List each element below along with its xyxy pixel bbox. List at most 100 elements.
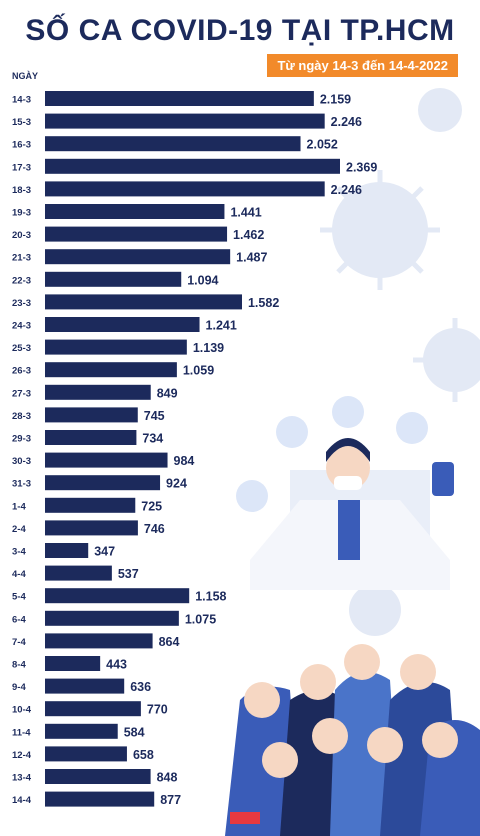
bar [45,136,301,152]
value-label: 745 [144,409,165,423]
category-label: 17-3 [12,162,31,173]
category-label: 22-3 [12,275,31,286]
category-label: 12-4 [12,750,32,761]
category-label: 23-3 [12,298,31,309]
category-label: 11-4 [12,727,31,738]
value-label: 1.075 [185,612,216,626]
category-label: 2-4 [12,524,26,535]
virus-icon [418,88,462,132]
bar [45,339,187,355]
value-label: 746 [144,522,165,536]
bar [45,701,141,717]
bar [45,204,225,219]
category-label: 31-3 [12,479,31,490]
category-label: 6-4 [12,614,26,625]
category-label: 21-3 [12,253,31,264]
value-label: 2.246 [331,183,362,197]
value-label: 2.159 [320,93,351,107]
category-label: 29-3 [12,434,31,445]
crowd-illustration [225,644,480,836]
value-label: 1.241 [206,319,237,333]
category-label: 14-4 [12,795,32,806]
category-label: 24-3 [12,321,31,332]
bar [45,633,153,649]
value-label: 1.139 [193,341,224,355]
category-label: 1-4 [12,501,26,512]
value-label: 537 [118,567,139,581]
value-label: 1.582 [248,296,279,310]
bar [45,497,136,513]
value-label: 1.158 [195,590,226,604]
value-label: 877 [160,793,181,807]
bar [45,746,127,762]
bar [45,452,168,468]
bar [45,678,125,694]
category-label: 3-4 [12,547,26,558]
bar [45,588,190,604]
category-label: 20-3 [12,230,31,241]
category-label: 26-3 [12,366,31,377]
bar [45,249,231,265]
bar [45,769,151,784]
value-label: 849 [157,386,178,400]
value-label: 725 [141,499,162,513]
category-label: 13-4 [12,773,32,784]
bar [45,791,155,807]
category-label: 18-3 [12,185,31,196]
axis-title: NGÀY [12,71,39,81]
value-label: 1.462 [233,228,264,242]
bar [45,384,151,400]
bar [45,520,138,536]
date-range-badge: Từ ngày 14-3 đến 14-4-2022 [267,54,458,77]
category-label: 19-3 [12,208,31,219]
bar [45,565,112,581]
category-label: 9-4 [12,682,26,693]
category-label: 10-4 [12,705,32,716]
bar [45,475,161,491]
value-label: 2.246 [331,115,362,129]
page-title: SỐ CA COVID-19 TẠI TP.HCM [25,14,455,47]
value-label: 584 [124,725,145,739]
value-label: 924 [166,477,187,491]
category-label: 14-3 [12,95,31,106]
bar [45,317,200,332]
value-label: 1.094 [187,273,218,287]
bar [45,610,179,626]
value-label: 636 [130,680,151,694]
value-label: 1.487 [236,251,267,265]
category-label: 25-3 [12,343,31,354]
bar [45,294,242,310]
bar [45,407,138,423]
value-label: 984 [174,454,195,468]
bar [45,543,89,558]
bar [45,113,325,129]
value-label: 848 [157,771,178,785]
bar [45,226,228,242]
category-label: 5-4 [12,592,26,603]
category-label: 30-3 [12,456,31,467]
value-label: 347 [94,545,115,559]
value-label: 658 [133,748,154,762]
bar [45,362,177,378]
value-label: 1.059 [183,364,214,378]
virus-icon [349,584,401,636]
category-label: 27-3 [12,388,31,399]
value-label: 443 [106,658,127,672]
icon-group [236,396,454,512]
category-label: 28-3 [12,411,31,422]
bar [45,271,182,287]
category-label: 15-3 [12,117,31,128]
bar [45,181,325,197]
bar [45,158,340,174]
bar [45,430,137,445]
doctor-illustration [250,438,450,590]
category-label: 16-3 [12,140,31,151]
bar [45,723,118,739]
category-label: 8-4 [12,660,26,671]
category-label: 7-4 [12,637,26,648]
value-label: 770 [147,703,168,717]
value-label: 2.369 [346,160,377,174]
bar [45,656,101,671]
